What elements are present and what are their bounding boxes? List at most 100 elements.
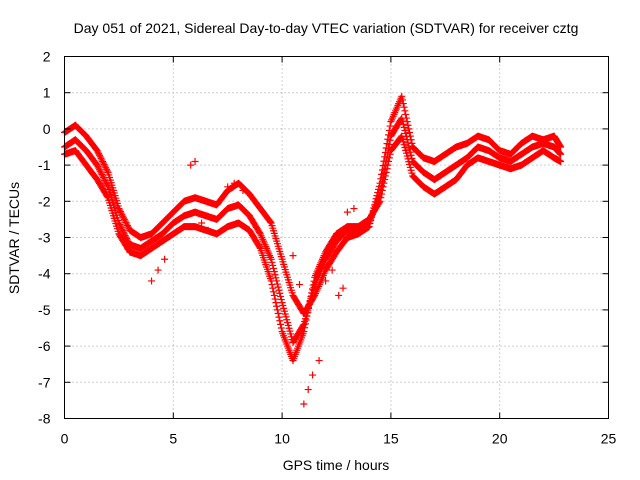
data-point — [271, 295, 279, 303]
data-point — [403, 136, 411, 144]
data-point — [289, 252, 297, 260]
data-point — [383, 165, 391, 173]
data-point — [381, 176, 389, 184]
y-tick-label: 2 — [43, 49, 51, 65]
data-point — [275, 286, 283, 294]
data-point — [398, 92, 406, 100]
data-point — [401, 107, 409, 115]
data-point — [401, 126, 409, 134]
data-point — [307, 293, 315, 301]
data-point — [122, 219, 130, 227]
data-point — [557, 143, 565, 151]
data-point — [99, 172, 107, 180]
data-point — [230, 179, 238, 187]
series-fragments — [148, 157, 358, 408]
data-point — [161, 255, 169, 263]
y-tick-label: -5 — [38, 302, 51, 318]
data-point — [328, 266, 336, 274]
chart-title: Day 051 of 2021, Sidereal Day-to-day VTE… — [74, 20, 579, 36]
data-point — [269, 284, 277, 292]
data-point — [124, 223, 132, 231]
data-point — [375, 199, 383, 207]
data-point — [404, 139, 412, 147]
data-point — [102, 178, 110, 186]
data-point — [268, 258, 276, 266]
data-point — [557, 150, 565, 158]
data-point — [198, 219, 206, 227]
data-point — [274, 310, 282, 318]
data-point — [296, 281, 304, 289]
data-point — [102, 180, 110, 188]
data-point — [121, 217, 129, 225]
data-point — [273, 306, 281, 314]
data-point — [123, 222, 131, 230]
data-point — [277, 320, 285, 328]
data-point — [275, 313, 283, 321]
data-point — [277, 296, 285, 304]
series-track-1 — [61, 92, 565, 318]
data-point — [304, 308, 312, 316]
data-point — [343, 208, 351, 216]
data-point — [101, 162, 109, 170]
data-point — [99, 174, 107, 182]
data-point — [270, 268, 278, 276]
data-point — [98, 170, 106, 178]
data-point — [301, 324, 309, 332]
data-point — [97, 154, 105, 162]
data-point — [350, 205, 358, 213]
data-point — [270, 288, 278, 296]
data-point — [378, 186, 386, 194]
data-point — [322, 277, 330, 285]
data-point — [339, 284, 347, 292]
data-point — [123, 220, 131, 228]
series-track-2 — [61, 114, 565, 346]
data-point — [93, 147, 101, 155]
y-tick-label: -8 — [38, 411, 51, 427]
data-point — [224, 183, 232, 191]
data-point — [384, 161, 392, 169]
data-point — [381, 172, 389, 180]
data-point — [100, 175, 108, 183]
data-point — [96, 153, 104, 161]
data-point — [272, 274, 280, 282]
data-point — [103, 181, 111, 189]
data-point — [100, 161, 108, 169]
data-point — [377, 194, 385, 202]
data-point — [99, 159, 107, 167]
data-point — [306, 297, 314, 305]
data-point — [404, 121, 412, 129]
y-axis-label: SDTVAR / TECUs — [6, 182, 22, 294]
data-point — [300, 328, 308, 336]
data-marks — [61, 92, 565, 408]
y-tick-label: -1 — [38, 157, 51, 173]
y-tick-label: -2 — [38, 193, 51, 209]
data-point — [405, 125, 413, 133]
data-point — [305, 304, 313, 312]
data-point — [148, 277, 156, 285]
x-tick-label: 5 — [169, 431, 177, 447]
data-point — [335, 291, 343, 299]
y-tick-label: 0 — [43, 121, 51, 137]
data-point — [400, 103, 408, 111]
data-point — [300, 400, 308, 408]
data-point — [399, 100, 407, 108]
data-point — [382, 168, 390, 176]
data-point — [95, 150, 103, 158]
data-point — [310, 277, 318, 285]
x-tick-label: 25 — [601, 431, 617, 447]
data-point — [95, 151, 103, 159]
data-point — [102, 165, 110, 173]
x-axis-label: GPS time / hours — [283, 457, 390, 473]
data-point — [271, 271, 279, 279]
data-point — [94, 148, 102, 156]
data-point — [308, 285, 316, 293]
data-point — [102, 164, 110, 172]
data-point — [98, 156, 106, 164]
data-point — [154, 266, 162, 274]
data-point — [270, 291, 278, 299]
y-tick-label: -6 — [38, 338, 51, 354]
data-point — [101, 177, 109, 185]
data-point — [103, 192, 111, 200]
data-point — [95, 166, 103, 174]
